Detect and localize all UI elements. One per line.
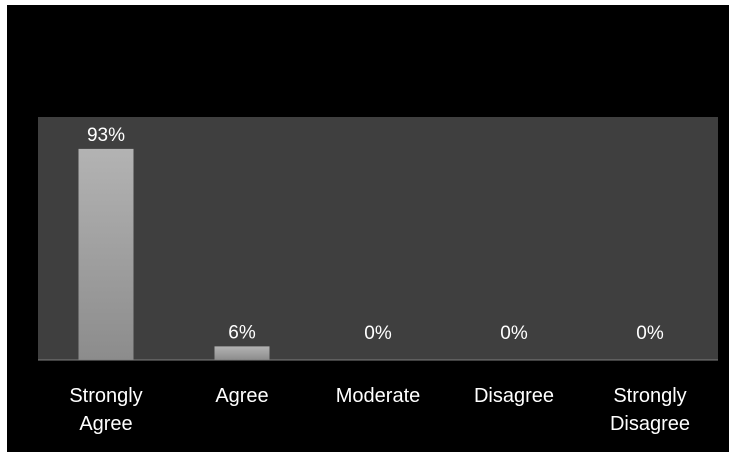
data-labels-group: 93% 6% 0% 0% 0% bbox=[87, 125, 664, 344]
bar-chart: 93% 6% 0% 0% 0% Strongly Agree Agree Moderate Di… bbox=[38, 117, 718, 435]
category-label-4-line-0: Strongly bbox=[613, 385, 686, 407]
category-label-1-line-0: Agree bbox=[215, 385, 268, 407]
category-label-2-line-0: Moderate bbox=[336, 385, 421, 407]
data-label-4: 0% bbox=[636, 323, 664, 344]
category-labels-group: Strongly Agree Agree Moderate Disagree Strong… bbox=[69, 385, 690, 435]
slide-background: 93% 6% 0% 0% 0% Strongly Agree Agree Moderate Di… bbox=[7, 5, 729, 452]
data-label-3: 0% bbox=[500, 323, 528, 344]
data-label-0: 93% bbox=[87, 125, 125, 146]
plot-area bbox=[38, 117, 718, 360]
data-label-2: 0% bbox=[364, 323, 392, 344]
category-label-0-line-1: Agree bbox=[79, 413, 132, 435]
category-label-4-line-1: Disagree bbox=[610, 413, 690, 435]
data-label-1: 6% bbox=[228, 322, 256, 343]
bar-0 bbox=[78, 148, 134, 360]
bars-group bbox=[78, 148, 270, 360]
category-label-0-line-0: Strongly bbox=[69, 385, 142, 407]
bar-1 bbox=[214, 346, 270, 360]
category-label-3-line-0: Disagree bbox=[474, 385, 554, 407]
